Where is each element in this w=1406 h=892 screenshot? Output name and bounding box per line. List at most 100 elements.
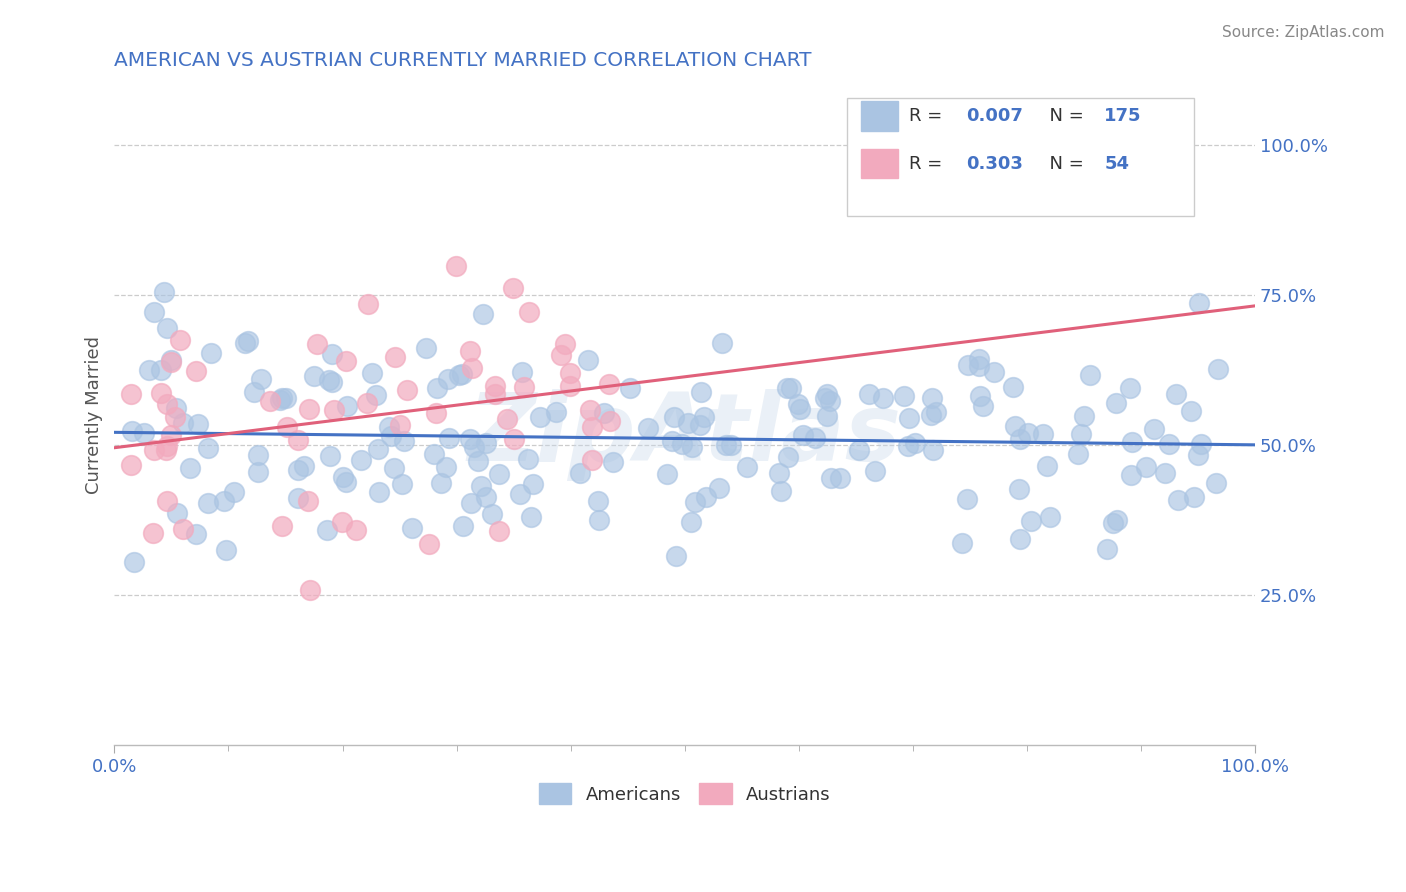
Point (619, 381, 641, 395)
Text: 0.303: 0.303 (966, 154, 1024, 173)
Point (297, 494, 319, 508)
Point (350, 452, 373, 467)
Point (599, 414, 621, 428)
Point (357, 297, 380, 311)
Point (598, 377, 620, 392)
Point (581, 452, 603, 467)
Point (160, 352, 183, 367)
Point (681, 440, 703, 454)
Point (820, 471, 842, 485)
Point (384, 350, 406, 364)
Point (662, 410, 685, 425)
Point (368, 485, 391, 500)
Point (197, 496, 219, 510)
Point (298, 402, 321, 417)
Point (950, 535, 973, 549)
Point (720, 438, 742, 452)
Point (316, 523, 339, 537)
Point (276, 420, 298, 434)
Point (335, 475, 357, 490)
Point (828, 470, 851, 484)
Point (159, 428, 181, 442)
Point (330, 515, 353, 529)
Point (270, 392, 292, 406)
Point (321, 347, 343, 361)
Point (121, 424, 143, 438)
Point (972, 399, 994, 413)
Point (768, 466, 790, 480)
Point (967, 359, 990, 373)
Point (156, 321, 179, 335)
Point (579, 402, 602, 417)
Point (503, 433, 526, 447)
Point (172, 416, 194, 430)
Point (513, 380, 536, 394)
Point (460, 496, 482, 510)
Point (922, 442, 945, 457)
Point (200, 346, 222, 360)
Point (184, 363, 207, 377)
Point (165, 401, 187, 415)
Point (1010, 433, 1032, 447)
Point (920, 408, 942, 422)
Point (576, 353, 599, 368)
Text: N =: N = (1038, 154, 1090, 173)
Point (588, 513, 610, 527)
Point (815, 409, 838, 424)
Text: 175: 175 (1104, 107, 1142, 125)
Point (463, 440, 485, 454)
Point (474, 435, 496, 450)
Point (637, 420, 659, 434)
Point (512, 365, 534, 379)
Point (872, 391, 894, 405)
Point (319, 449, 342, 463)
Point (143, 442, 166, 457)
Point (415, 341, 437, 355)
Point (1206, 361, 1229, 376)
Point (509, 487, 531, 501)
Point (394, 434, 416, 448)
Point (247, 449, 270, 463)
Point (153, 285, 176, 300)
Point (380, 429, 402, 443)
Point (222, 485, 245, 500)
Point (395, 383, 418, 397)
Point (437, 431, 460, 445)
Point (269, 392, 291, 407)
Point (377, 420, 399, 434)
Point (138, 363, 160, 377)
Point (711, 335, 734, 350)
Point (1004, 419, 1026, 434)
Point (779, 381, 801, 395)
Point (695, 490, 717, 504)
Text: R =: R = (910, 154, 948, 173)
Point (287, 433, 309, 447)
FancyBboxPatch shape (862, 102, 898, 131)
Point (690, 385, 713, 400)
Point (592, 406, 614, 420)
Point (1102, 516, 1125, 531)
Point (893, 389, 915, 403)
Point (418, 537, 440, 551)
Point (554, 336, 576, 351)
Point (458, 343, 481, 358)
Point (467, 454, 489, 468)
Point (425, 406, 447, 420)
Point (287, 463, 309, 477)
Point (156, 439, 179, 453)
Point (529, 410, 551, 425)
Point (560, 379, 582, 393)
Point (657, 467, 679, 482)
Point (693, 409, 716, 424)
Point (318, 373, 340, 387)
Point (332, 470, 354, 484)
Point (247, 465, 270, 479)
Point (522, 476, 544, 491)
Point (520, 510, 543, 524)
Point (1097, 542, 1119, 557)
Point (921, 391, 943, 405)
Point (169, 333, 191, 347)
Point (122, 555, 145, 569)
Text: 54: 54 (1104, 154, 1129, 173)
Point (382, 461, 405, 475)
